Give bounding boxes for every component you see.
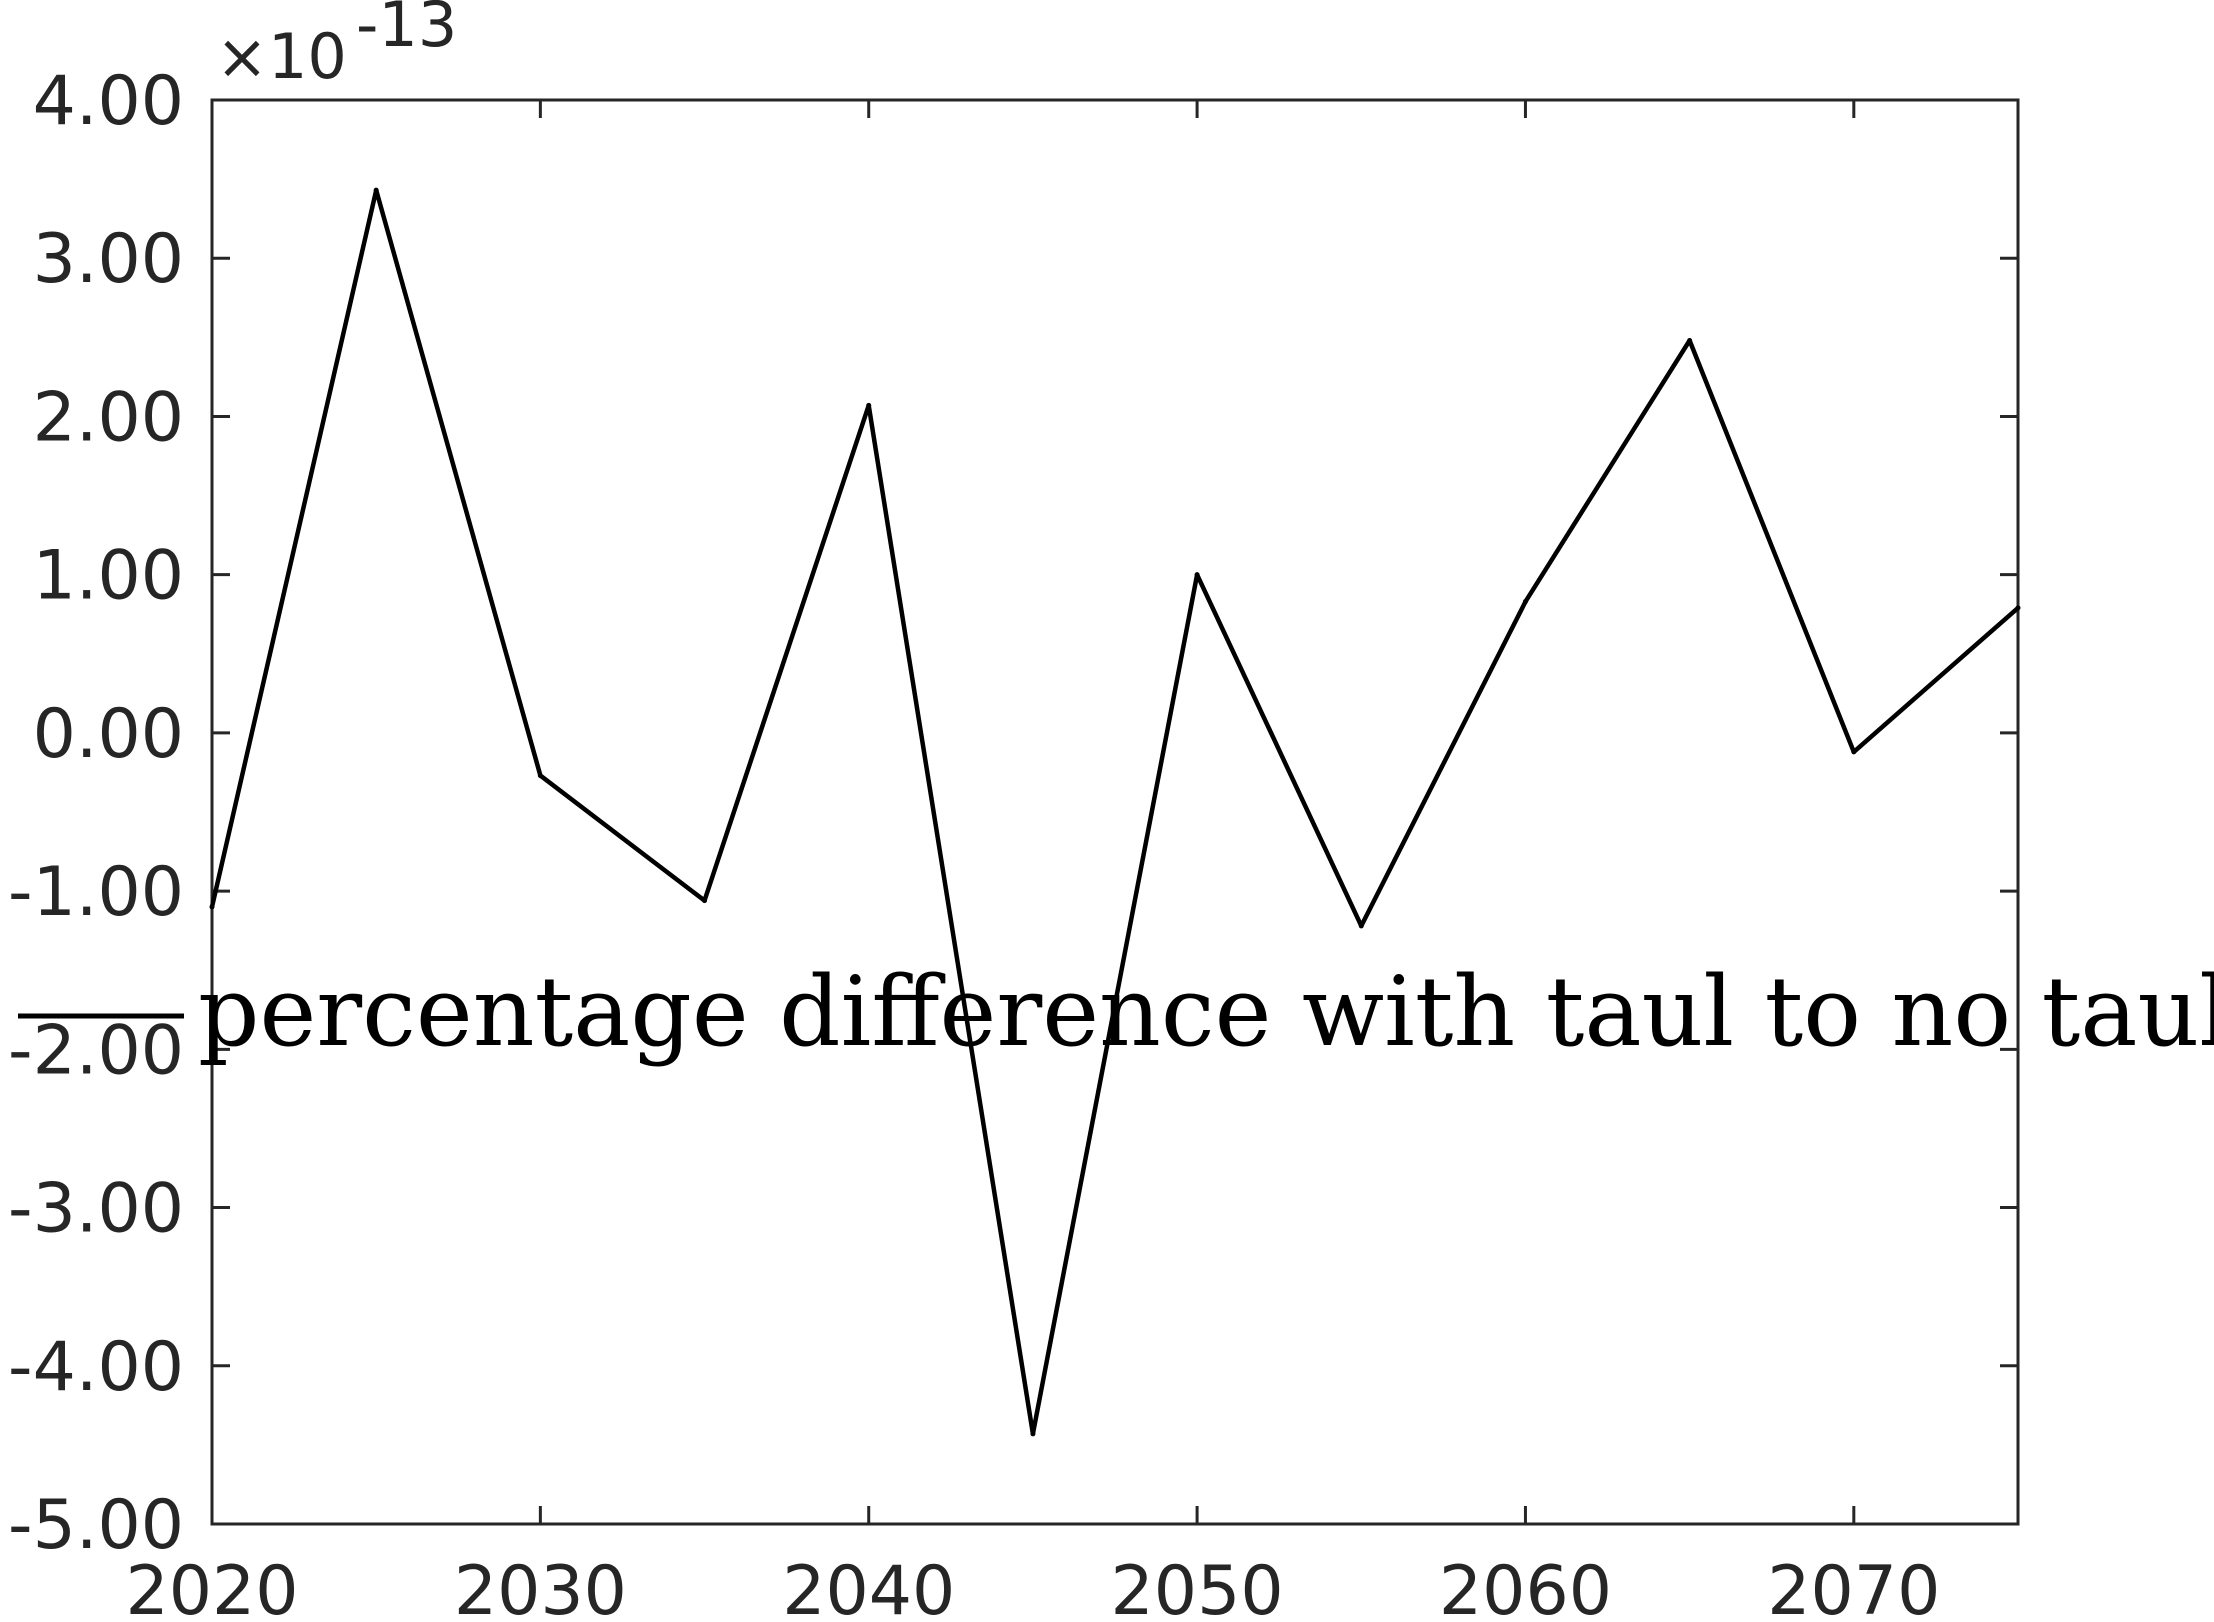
x-tick-label: 2070 bbox=[1767, 1552, 1940, 1622]
data-point bbox=[373, 187, 379, 193]
data-point bbox=[2015, 605, 2021, 611]
y-axis-exponent: ×10 -13 bbox=[216, 0, 457, 93]
y-tick-label: -1.00 bbox=[8, 853, 184, 932]
series-line bbox=[209, 187, 2020, 1437]
x-axis-tick-labels: 2020 2030 2040 2050 2060 2070 bbox=[125, 1552, 1940, 1622]
data-point bbox=[866, 402, 872, 408]
y-tick-label: -2.00 bbox=[8, 1011, 184, 1090]
data-point bbox=[1194, 572, 1200, 578]
y-tick-label: 1.00 bbox=[33, 537, 184, 616]
data-point bbox=[1030, 1431, 1036, 1437]
legend: percentage difference with taul to no ta… bbox=[18, 956, 2214, 1068]
legend-label: percentage difference with taul to no ta… bbox=[198, 956, 2214, 1068]
y-tick-label: 3.00 bbox=[33, 220, 184, 299]
data-point bbox=[1687, 337, 1693, 343]
x-tick-label: 2060 bbox=[1439, 1552, 1612, 1622]
x-tick-label: 2020 bbox=[125, 1552, 298, 1622]
y-tick-label: -5.00 bbox=[8, 1486, 184, 1565]
exponent-power: -13 bbox=[356, 0, 457, 61]
data-point bbox=[1851, 749, 1857, 755]
y-tick-label: -4.00 bbox=[8, 1328, 184, 1407]
x-tick-label: 2040 bbox=[782, 1552, 955, 1622]
data-point bbox=[537, 773, 543, 779]
y-tick-label: 2.00 bbox=[33, 378, 184, 457]
y-tick-label: 0.00 bbox=[33, 695, 184, 774]
x-tick-label: 2050 bbox=[1111, 1552, 1284, 1622]
x-tick-label: 2030 bbox=[454, 1552, 627, 1622]
y-tick-label: -3.00 bbox=[8, 1170, 184, 1249]
plot-area bbox=[210, 98, 2020, 1526]
series-layer bbox=[209, 187, 2021, 1437]
y-axis-tick-labels: 4.00 3.00 2.00 1.00 0.00 -1.00 -2.00 -3.00 -4.00… bbox=[8, 62, 184, 1565]
data-point bbox=[209, 904, 215, 910]
data-point bbox=[702, 898, 708, 904]
exponent-multiplier: ×10 bbox=[216, 20, 347, 93]
axes-box bbox=[210, 98, 2020, 1526]
y-tick-label: 4.00 bbox=[33, 62, 184, 141]
axis-ticks bbox=[210, 98, 2018, 1526]
data-point bbox=[1522, 599, 1528, 605]
data-point bbox=[1358, 923, 1364, 929]
